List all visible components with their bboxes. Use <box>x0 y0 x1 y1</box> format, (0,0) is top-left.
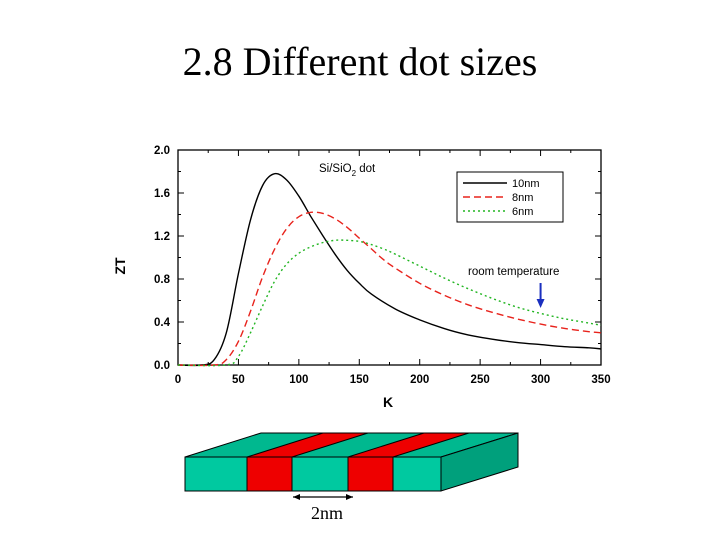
x-tick-label: 150 <box>350 374 369 386</box>
series-line-8nm <box>177 211 602 367</box>
slide-title: 2.8 Different dot sizes <box>182 39 538 84</box>
tick-labels: 0 50 100 150 200 250 300 350 0.0 0.4 0.8 1.2 1.6 2.0 <box>154 145 611 386</box>
y-tick-label: 0.8 <box>154 274 171 286</box>
x-tick-label: 0 <box>175 374 181 386</box>
series-line-6nm <box>177 239 602 367</box>
legend-box <box>456 171 564 223</box>
diagram-red-dot-1 <box>246 456 293 492</box>
y-tick-label: 0.0 <box>154 360 170 372</box>
x-tick-label: 50 <box>232 374 245 386</box>
svg-text:Si/SiO2 dot: Si/SiO2 dot <box>319 163 376 178</box>
axis-ticks <box>177 149 602 366</box>
legend: 10nm 8nm 6nm <box>456 171 564 223</box>
y-tick-label: 2.0 <box>154 145 170 157</box>
diagram-red-dot-2 <box>347 456 394 492</box>
y-tick-label: 1.2 <box>154 231 170 243</box>
annotation-arrow-head <box>536 299 545 308</box>
legend-label: 10nm <box>512 178 540 190</box>
room-temperature-annotation: room temperature <box>468 266 559 308</box>
legend-label: 8nm <box>512 192 533 204</box>
series-lines <box>177 172 602 367</box>
y-tick-label: 0.4 <box>154 317 171 329</box>
x-tick-label: 300 <box>531 374 550 386</box>
chart-title: Si/SiO2 dot <box>319 163 376 178</box>
y-tick-label: 1.6 <box>154 188 170 200</box>
chart-title-tail: dot <box>356 163 376 175</box>
x-axis-label: K <box>383 394 393 410</box>
annotation-text: room temperature <box>468 266 559 278</box>
x-tick-label: 250 <box>471 374 490 386</box>
dimension-arrow-right <box>346 494 353 500</box>
x-tick-label: 200 <box>410 374 429 386</box>
dimension-arrow-left <box>293 494 300 500</box>
dimension-label: 2nm <box>311 503 343 523</box>
x-tick-label: 350 <box>591 374 610 386</box>
series-line-10nm <box>177 172 602 367</box>
chart-title-main: Si/SiO <box>319 163 352 175</box>
y-axis-label: ZT <box>112 257 128 275</box>
x-tick-label: 100 <box>289 374 308 386</box>
legend-label: 6nm <box>512 206 533 218</box>
diagram-front-face <box>184 456 442 492</box>
quantum-dot-diagram: 2nm <box>184 432 519 523</box>
chart-title-subscript: 2 <box>352 169 357 178</box>
